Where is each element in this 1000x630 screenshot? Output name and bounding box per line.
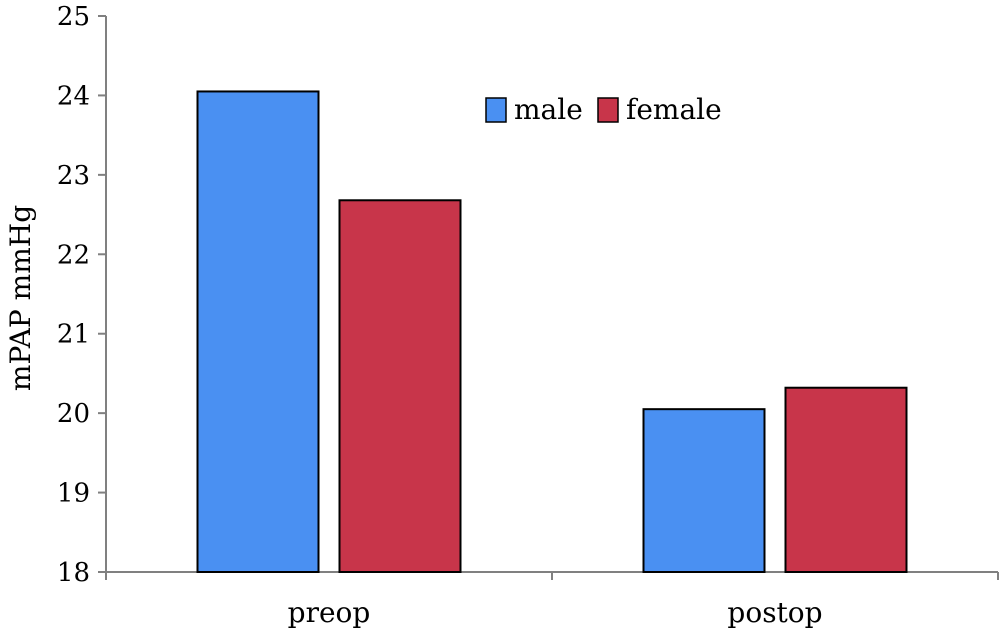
bar-male-postop <box>642 408 766 573</box>
legend: male female <box>485 93 722 126</box>
legend-label-male: male <box>514 93 583 126</box>
bar-female-postop <box>784 386 908 573</box>
y-tick-label: 22 <box>57 240 90 270</box>
y-tick-label: 19 <box>57 479 90 509</box>
category-labels: preop postop <box>288 596 823 629</box>
x-ticks <box>105 572 999 580</box>
bars <box>196 90 908 573</box>
y-tick-label: 21 <box>57 320 90 350</box>
x-category-label: preop <box>288 596 371 629</box>
y-tick-label: 20 <box>57 399 90 429</box>
bar-female-preop <box>338 199 462 573</box>
y-tick-label: 24 <box>57 81 90 111</box>
y-tick-label: 23 <box>57 161 90 191</box>
y-axis-title: mPAP mmHg <box>4 205 37 391</box>
y-tick-label: 18 <box>57 558 90 588</box>
x-category-label: postop <box>727 596 822 629</box>
y-tick-label: 25 <box>57 2 90 32</box>
legend-swatch-male <box>485 97 507 123</box>
legend-label-female: female <box>626 93 722 126</box>
legend-swatch-female <box>597 97 619 123</box>
y-ticks: 18 19 20 21 22 23 24 25 <box>57 2 106 588</box>
bar-male-preop <box>196 90 320 573</box>
